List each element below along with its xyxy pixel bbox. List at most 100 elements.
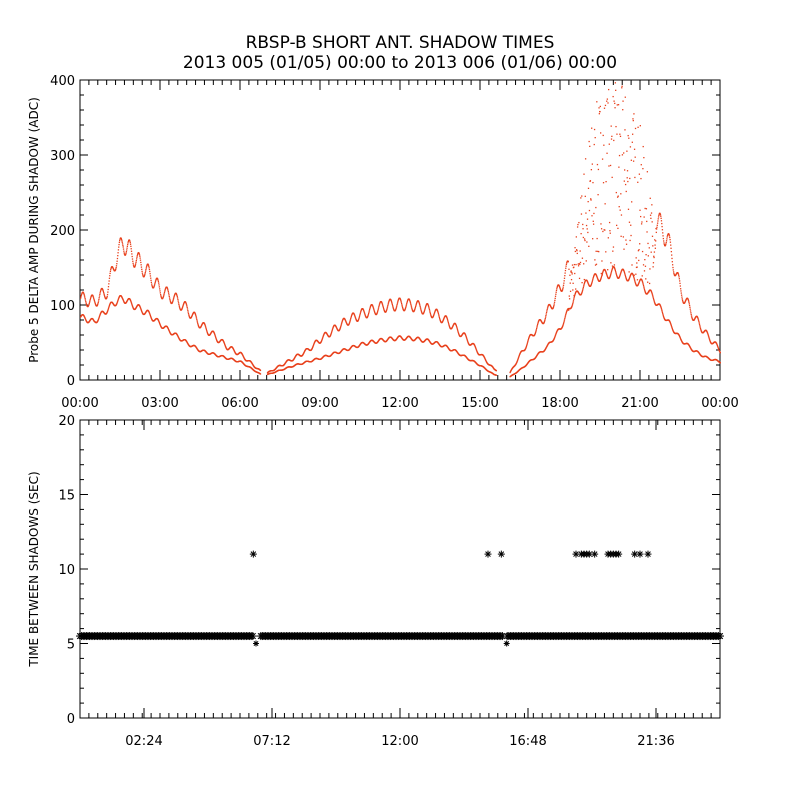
data-point bbox=[131, 255, 133, 258]
data-point bbox=[599, 279, 601, 281]
data-point bbox=[158, 320, 160, 322]
data-point bbox=[303, 351, 305, 354]
data-point bbox=[351, 313, 353, 316]
data-point bbox=[425, 305, 427, 307]
data-point bbox=[168, 295, 170, 298]
data-point bbox=[657, 220, 659, 222]
data-point bbox=[596, 237, 598, 240]
data-point bbox=[158, 321, 161, 324]
data-point bbox=[495, 370, 497, 372]
data-point bbox=[660, 305, 662, 308]
data-point bbox=[437, 312, 440, 315]
data-point bbox=[564, 316, 566, 318]
data-point bbox=[602, 271, 604, 273]
data-point bbox=[602, 134, 604, 137]
data-point bbox=[537, 322, 539, 324]
data-point bbox=[153, 285, 155, 287]
data-point bbox=[121, 240, 123, 242]
data-point bbox=[166, 287, 169, 289]
data-point bbox=[340, 325, 342, 328]
data-point bbox=[331, 329, 333, 332]
data-point bbox=[563, 321, 565, 324]
data-point bbox=[581, 292, 583, 294]
data-point bbox=[122, 299, 124, 301]
data-point bbox=[578, 277, 581, 280]
data-point bbox=[645, 208, 648, 210]
data-point bbox=[565, 267, 567, 269]
data-point bbox=[163, 294, 165, 296]
data-point bbox=[456, 328, 458, 330]
data-point bbox=[518, 354, 521, 356]
data-point bbox=[116, 302, 118, 304]
data-point bbox=[568, 268, 570, 270]
data-point bbox=[629, 274, 632, 277]
data-point bbox=[639, 125, 641, 127]
data-point bbox=[656, 222, 659, 224]
data-point bbox=[85, 303, 88, 305]
data-point bbox=[163, 293, 165, 295]
data-point bbox=[116, 301, 119, 303]
data-point bbox=[634, 127, 637, 130]
data-point bbox=[653, 251, 656, 253]
data-point bbox=[118, 296, 120, 299]
data-point bbox=[98, 298, 100, 301]
data-point bbox=[457, 331, 459, 333]
data-point bbox=[377, 308, 379, 310]
data-point bbox=[609, 276, 611, 278]
data-point bbox=[381, 301, 383, 304]
data-point bbox=[612, 246, 615, 248]
data-point bbox=[84, 317, 86, 319]
data-point bbox=[97, 301, 99, 304]
data-point bbox=[182, 305, 184, 307]
data-point bbox=[641, 250, 644, 253]
data-point bbox=[663, 317, 665, 319]
data-point bbox=[182, 304, 185, 306]
data-point bbox=[583, 285, 585, 287]
data-point bbox=[362, 309, 365, 311]
data-point bbox=[610, 125, 612, 127]
data-point bbox=[467, 341, 469, 343]
data-point bbox=[663, 240, 665, 242]
data-point bbox=[159, 324, 161, 326]
data-point bbox=[476, 351, 479, 354]
data-point bbox=[371, 304, 374, 307]
data-point bbox=[99, 313, 101, 316]
data-point bbox=[605, 180, 607, 183]
data-point bbox=[559, 287, 561, 289]
data-point bbox=[613, 266, 616, 269]
data-point bbox=[699, 326, 701, 328]
data-point bbox=[406, 301, 408, 304]
data-point bbox=[404, 307, 407, 310]
data-point bbox=[436, 309, 439, 312]
data-point bbox=[623, 270, 625, 272]
data-point bbox=[631, 201, 633, 203]
data-point bbox=[594, 264, 597, 266]
data-point bbox=[92, 296, 95, 298]
data-point bbox=[150, 279, 152, 281]
data-point bbox=[572, 302, 574, 305]
data-point bbox=[605, 272, 608, 275]
data-point bbox=[596, 101, 598, 103]
data-point bbox=[168, 331, 171, 333]
data-point bbox=[322, 336, 324, 338]
y-tick-label: 100 bbox=[50, 299, 75, 314]
data-point bbox=[383, 308, 385, 310]
data-point bbox=[427, 305, 430, 307]
data-point bbox=[402, 308, 404, 311]
data-point bbox=[590, 169, 593, 171]
data-point bbox=[633, 279, 636, 281]
data-point bbox=[616, 275, 618, 277]
data-point bbox=[517, 357, 520, 359]
data-point bbox=[147, 263, 149, 266]
data-point bbox=[571, 264, 574, 266]
data-point bbox=[515, 362, 518, 364]
data-point bbox=[625, 243, 628, 245]
data-point bbox=[164, 290, 166, 292]
data-point bbox=[528, 336, 530, 338]
data-point bbox=[148, 267, 150, 269]
data-point bbox=[148, 311, 150, 313]
data-point bbox=[396, 303, 398, 306]
data-point bbox=[687, 298, 689, 300]
data-point bbox=[123, 300, 125, 303]
data-point bbox=[668, 235, 671, 237]
